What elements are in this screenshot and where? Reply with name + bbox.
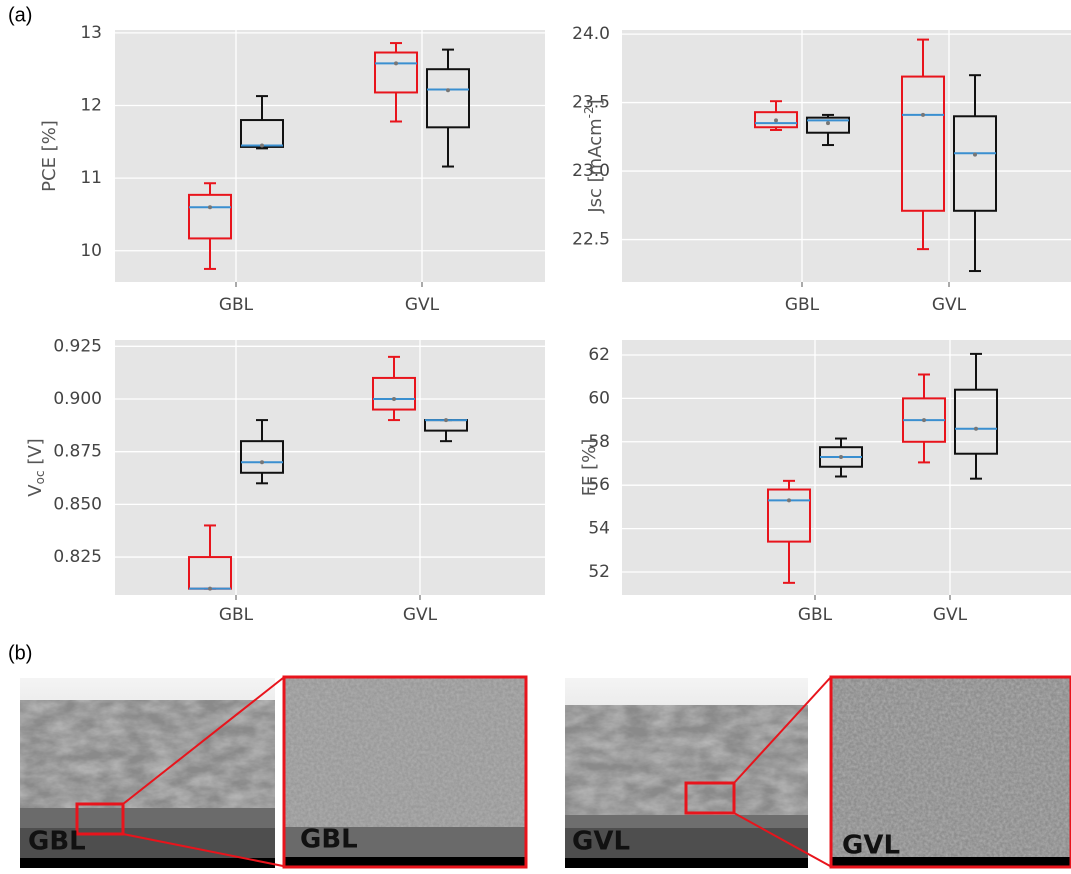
box <box>806 116 850 134</box>
y-tick-label: 52 <box>588 562 610 582</box>
plot-background <box>115 340 545 595</box>
x-tick-label: GBL <box>785 295 820 315</box>
sem-gvl-overview: GVL <box>565 678 808 868</box>
y-axis-label-part: FF [%] <box>579 439 600 497</box>
x-tick-label: GBL <box>798 605 833 625</box>
x-tick-label: GVL <box>932 295 967 315</box>
panel-label: (b) <box>8 642 32 664</box>
x-tick-label: GVL <box>933 605 968 625</box>
chart: 0.825 0.850 0.875 0.900 0.925 GBL GVL Voc [V] <box>25 336 545 625</box>
y-axis-label: FF [%] <box>579 439 600 497</box>
y-tick-label: 0.825 <box>53 547 102 567</box>
mean <box>208 205 212 210</box>
y-tick-label: 62 <box>588 345 610 365</box>
mean <box>774 118 778 123</box>
image-label: GVL <box>842 831 900 861</box>
mean <box>260 143 264 148</box>
y-axis-label-part: ] <box>585 99 606 106</box>
mean <box>394 61 398 66</box>
y-tick-label: 22.5 <box>572 230 610 250</box>
y-tick-label: 54 <box>588 519 610 539</box>
y-tick-label: 23.0 <box>572 161 610 181</box>
panel-label: (a) <box>8 4 32 26</box>
box <box>767 488 811 543</box>
sem-gvl-zoom: GVL <box>829 675 1071 869</box>
box <box>953 115 997 212</box>
y-tick-label: 0.925 <box>53 336 102 356</box>
image-label: GVL <box>572 827 630 857</box>
plot-background <box>622 30 1071 282</box>
y-tick-label: 12 <box>80 96 102 116</box>
y-tick-label: 13 <box>80 23 102 43</box>
y-axis-label-part: oc <box>33 470 47 484</box>
mean <box>826 121 830 126</box>
mean <box>444 418 448 423</box>
box <box>374 51 418 94</box>
image-label: GBL <box>300 825 358 855</box>
y-tick-label: 58 <box>588 432 610 452</box>
chart: 52 54 56 58 60 62 GBL GVL FF [%] <box>579 340 1071 625</box>
mean <box>260 460 264 465</box>
x-tick-label: GBL <box>219 605 254 625</box>
box <box>754 111 798 129</box>
y-axis-label-part: Jsc [mAcm <box>585 118 606 213</box>
x-tick-label: GBL <box>219 295 254 315</box>
plot-background <box>115 30 545 282</box>
box <box>240 440 284 474</box>
mean <box>787 498 791 503</box>
chart: 22.5 23.0 23.5 24.0 GBL GVL Jsc [mAcm-2] <box>572 24 1071 315</box>
y-tick-label: 10 <box>80 241 102 261</box>
mean <box>973 152 977 157</box>
y-tick-label: 60 <box>588 388 610 408</box>
x-tick-label: GVL <box>403 605 438 625</box>
y-tick-label: 0.900 <box>53 389 102 409</box>
box <box>426 68 470 129</box>
y-axis-label-part: PCE [%] <box>39 120 60 192</box>
y-axis-label-part: V <box>25 484 46 497</box>
y-axis-label-part: [V] <box>25 438 46 470</box>
sem-gbl-zoom: GBL <box>282 675 528 869</box>
y-axis-label: PCE [%] <box>39 120 60 192</box>
mean <box>446 88 450 93</box>
y-tick-label: 23.5 <box>572 93 610 113</box>
box <box>188 193 232 240</box>
mean <box>974 426 978 431</box>
y-axis-label: Jsc [mAcm-2] <box>582 99 607 213</box>
mean <box>208 586 212 591</box>
box <box>954 388 998 455</box>
mean <box>392 397 396 402</box>
y-axis-label: Voc [V] <box>25 438 47 496</box>
y-tick-label: 0.875 <box>53 442 102 462</box>
y-tick-label: 24.0 <box>572 24 610 44</box>
image-label: GBL <box>28 827 86 857</box>
mean <box>839 454 843 459</box>
box <box>901 75 945 212</box>
mean <box>922 418 926 423</box>
y-tick-label: 11 <box>80 168 102 188</box>
y-axis-label-part: -2 <box>582 106 596 118</box>
y-tick-label: 0.850 <box>53 494 102 514</box>
x-tick-label: GVL <box>405 295 440 315</box>
y-tick-label: 56 <box>588 475 610 495</box>
box <box>372 376 416 411</box>
mean <box>921 112 925 117</box>
chart: 10 11 12 13 GBL GVL PCE [%] <box>39 23 545 315</box>
